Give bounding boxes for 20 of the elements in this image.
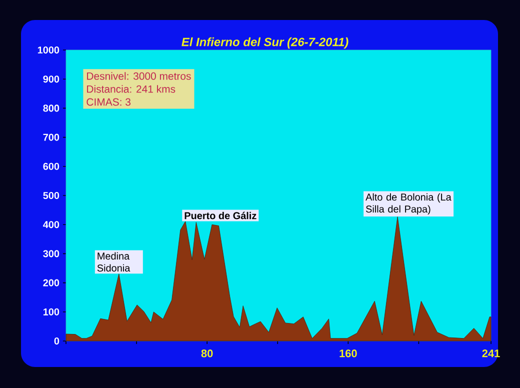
annotation: CIMAS: 3 (86, 98, 130, 106)
y-tick-label: 0 (54, 337, 60, 345)
y-tick-label: 800 (43, 104, 60, 112)
annotation: Medina Sidonia (97, 252, 130, 272)
y-tick-label: 200 (43, 279, 60, 286)
y-tick-label: 600 (43, 162, 60, 170)
x-tick-label: 80 (201, 350, 213, 358)
y-tick-label: 300 (43, 250, 60, 258)
annotation: Distancia: 241 kms (87, 85, 176, 93)
y-tick-label: 1000 (38, 46, 60, 54)
y-tick-label: 900 (43, 76, 60, 83)
x-tick-label: 160 (340, 350, 357, 358)
chart-title: El Infierno del Sur (26-7-2011) (182, 37, 348, 49)
y-tick-label: 500 (43, 192, 60, 200)
annotation: Alto de Bolonia (La Silla del Papa) (366, 193, 452, 215)
y-tick-label: 400 (43, 221, 60, 228)
y-tick-label: 700 (43, 134, 60, 141)
annotation: Desnivel: 3000 metros (87, 72, 191, 80)
annotation: Puerto de Gáliz (184, 212, 256, 220)
y-tick-label: 100 (43, 308, 60, 316)
